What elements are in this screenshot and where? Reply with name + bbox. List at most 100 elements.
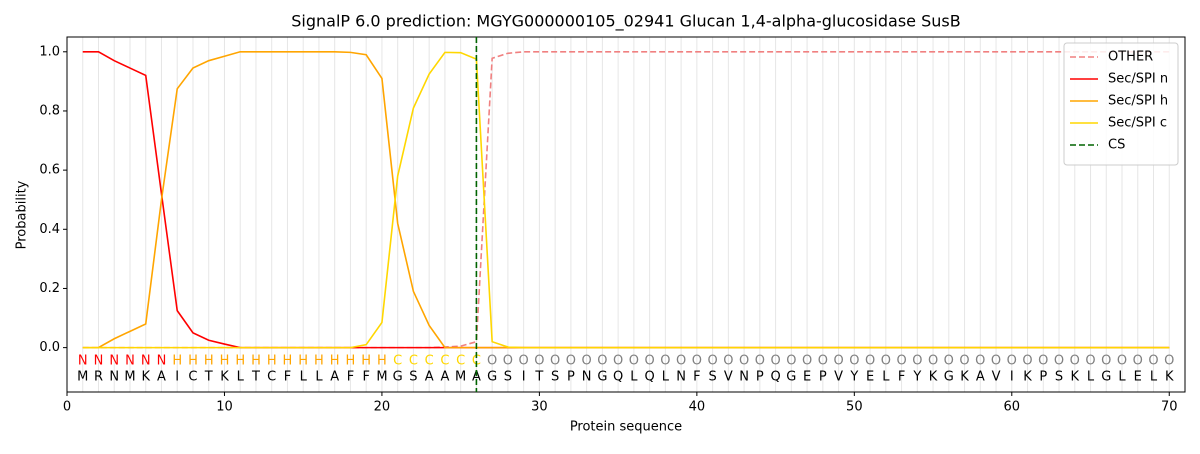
residue: K [141,370,150,385]
residue-class: O [896,354,906,369]
residue: P [819,370,827,385]
residue: S [551,370,559,385]
residue-class: N [109,354,119,369]
residue: L [1087,370,1095,385]
residue: G [786,370,796,385]
residue-class: O [755,354,765,369]
residue: K [1023,370,1032,385]
residue: Y [912,370,921,385]
legend-label: OTHER [1108,50,1153,65]
y-tick-label: 0.2 [39,281,60,296]
residue: A [976,370,985,385]
residue: L [300,370,308,385]
residue-class: O [645,354,655,369]
residue: F [898,370,905,385]
legend-label: CS [1108,138,1125,153]
legend-label: Sec/SPI h [1108,94,1168,109]
plot-frame [66,36,1186,393]
residue-class: O [1101,354,1111,369]
residue-class: O [770,354,780,369]
residue-class: N [94,354,104,369]
residue: F [347,370,354,385]
residue-class: O [739,354,749,369]
residue-class: O [692,354,702,369]
residue-class: O [1022,354,1032,369]
residue: G [597,370,607,385]
residue-class: O [928,354,938,369]
residue: E [803,370,811,385]
residue: Q [613,370,623,385]
residue-class: O [503,354,513,369]
residue-class: C [409,354,418,369]
residue: L [1150,370,1158,385]
residue-class: O [582,354,592,369]
series-line [82,50,1170,349]
residue: K [1165,370,1174,385]
residue-class: O [1070,354,1080,369]
residue-class: O [534,354,544,369]
residue-class: H [172,354,182,369]
residue: Q [645,370,655,385]
residue-class: O [944,354,954,369]
residue: A [330,370,339,385]
residue: T [534,370,543,385]
residue: A [472,370,481,385]
residue-class: O [629,354,639,369]
x-tick-label: 10 [216,400,233,415]
residue: A [425,370,434,385]
y-tick-label: 0.4 [39,222,60,237]
legend-label: Sec/SPI c [1108,116,1167,131]
residue: G [944,370,954,385]
residue-class: N [78,354,88,369]
residue: T [204,370,213,385]
residue-class: C [456,354,465,369]
residue-class: O [566,354,576,369]
residue-class: H [251,354,261,369]
residue-class: H [330,354,340,369]
residue-class: H [267,354,277,369]
residue: I [522,370,526,385]
residue: K [960,370,969,385]
residue-class: N [157,354,167,369]
residue: P [567,370,575,385]
residue: V [834,370,843,385]
residue-class: O [849,354,859,369]
y-tick-label: 0.0 [39,340,60,355]
residue: Y [849,370,858,385]
residue: G [393,370,403,385]
residue-class: O [550,354,560,369]
residue: M [77,370,88,385]
residue: S [1055,370,1063,385]
residue: C [267,370,276,385]
chart-title: SignalP 6.0 prediction: MGYG000000105_02… [291,12,960,32]
y-tick-label: 0.6 [39,163,60,178]
x-tick-label: 60 [1004,400,1021,415]
residue: V [724,370,733,385]
residue: R [94,370,103,385]
residue-class: O [912,354,922,369]
residue-class: O [597,354,607,369]
residue: M [124,370,135,385]
residue: C [188,370,197,385]
residue-class: C [440,354,449,369]
series-line [82,50,1170,349]
residue-class: O [975,354,985,369]
residue: S [409,370,417,385]
residue-class: O [519,354,529,369]
residue: A [157,370,166,385]
residue: N [739,370,749,385]
residue-class: H [298,354,308,369]
residue-class: H [346,354,356,369]
residue: L [1118,370,1126,385]
residue: K [220,370,229,385]
y-axis-label: Probability [15,180,30,249]
residue: P [756,370,764,385]
x-tick-label: 0 [63,400,71,415]
series-line [82,50,1170,349]
residue-class: C [425,354,434,369]
residue: L [315,370,323,385]
residue-class: O [865,354,875,369]
residue: N [582,370,592,385]
residue: L [630,370,638,385]
